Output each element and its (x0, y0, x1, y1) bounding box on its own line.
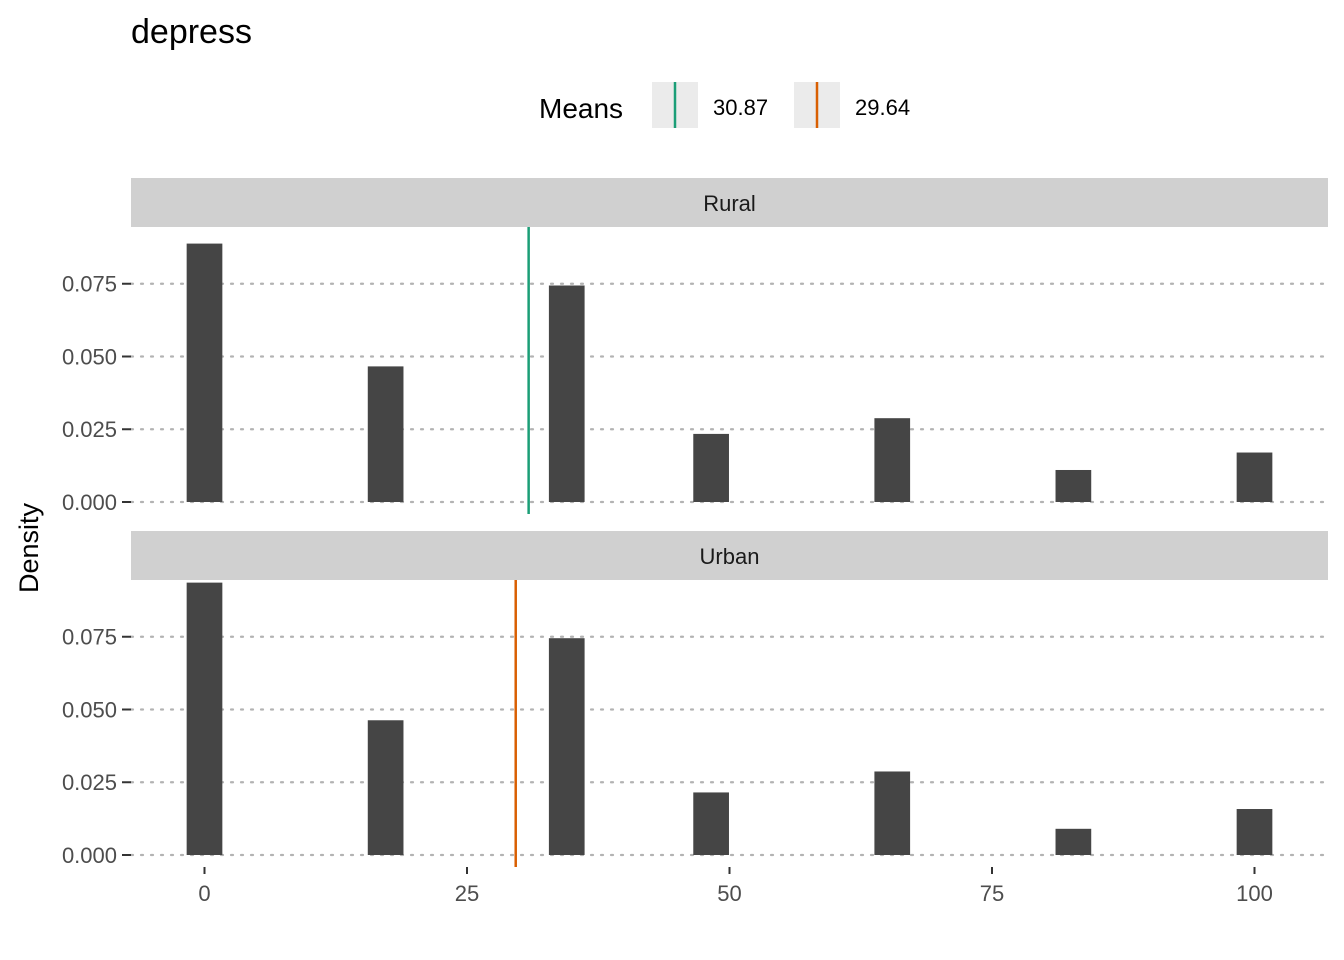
bar (874, 418, 911, 502)
chart-title: depress (131, 13, 252, 51)
bar (1236, 809, 1273, 855)
x-tick-label: 0 (198, 881, 210, 906)
legend-entry: 30.87 (652, 82, 768, 128)
y-tick-label: 0.000 (62, 843, 117, 868)
bar (1055, 469, 1092, 502)
facet-strip (131, 531, 1328, 580)
bar (186, 243, 223, 503)
y-tick-label: 0.050 (62, 344, 117, 369)
bar (367, 720, 404, 855)
bar (693, 792, 729, 855)
bar (1236, 452, 1273, 502)
facet-panels: Rural 0.000 0.025 0.050 0.075 Urban 0.000 0.025… (62, 178, 1330, 868)
x-tick-label: 25 (455, 881, 479, 906)
facet-strip-label: Rural (703, 191, 756, 216)
y-tick-label: 0.025 (62, 417, 117, 442)
x-tick-label: 100 (1236, 881, 1273, 906)
y-tick-label: 0.075 (62, 272, 117, 297)
legend-entry: 29.64 (794, 82, 910, 128)
y-tick-label: 0.075 (62, 625, 117, 650)
legend-label: 29.64 (855, 95, 910, 120)
y-tick-label: 0.025 (62, 770, 117, 795)
bar (186, 582, 223, 855)
legend: Means 30.87 29.64 (539, 82, 910, 128)
x-axis: 0 25 50 75 100 (198, 867, 1273, 906)
legend-title: Means (539, 93, 623, 124)
bar (693, 433, 729, 502)
y-axis-title: Density (14, 502, 44, 593)
x-tick-label: 50 (717, 881, 741, 906)
panel-rural: Rural 0.000 0.025 0.050 0.075 (62, 178, 1330, 515)
y-tick-label: 0.050 (62, 697, 117, 722)
panel-urban: Urban 0.000 0.025 0.050 0.075 (62, 531, 1330, 868)
y-tick-label: 0.000 (62, 490, 117, 515)
x-tick-label: 75 (980, 881, 1004, 906)
bar (874, 771, 911, 855)
bar (1055, 828, 1092, 855)
facet-strip (131, 178, 1328, 227)
bar (548, 285, 585, 502)
bar (548, 638, 585, 855)
bar (367, 366, 404, 502)
facet-strip-label: Urban (700, 544, 760, 569)
legend-label: 30.87 (713, 95, 768, 120)
